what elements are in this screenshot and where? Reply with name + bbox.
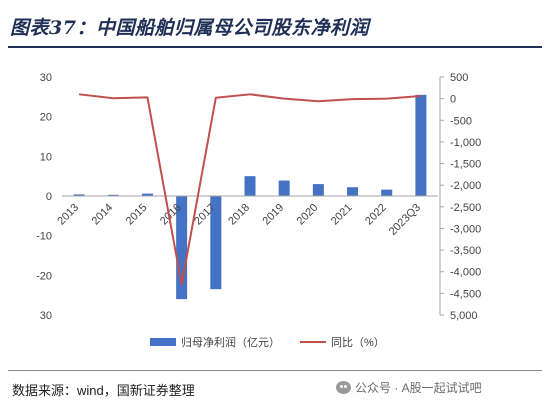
left-tick-label: -20 — [36, 270, 52, 282]
yoy-line — [78, 93, 421, 286]
chart-title: 图表37：中国船舶归属母公司股东净利润 — [10, 17, 369, 39]
title-bar: 图表37：中国船舶归属母公司股东净利润 — [0, 0, 550, 44]
title-divider — [8, 46, 542, 48]
right-tick-label: -2,000 — [450, 180, 481, 192]
bar-2021 — [347, 187, 359, 196]
bar-2018 — [244, 176, 256, 196]
bar-2016 — [176, 196, 188, 300]
left-tick-label: 0 — [46, 191, 52, 203]
bar-2023Q3 — [415, 94, 427, 196]
right-tick-label: -3,500 — [450, 245, 481, 257]
line-series — [78, 93, 421, 286]
source-note: 数据来源：wind，国新证券整理 — [12, 383, 195, 398]
watermark: 公众号 · A股一起试试吧 — [336, 379, 482, 396]
legend-swatch-bar — [150, 338, 176, 346]
x-tick-label: 2015 — [124, 202, 150, 228]
bar-2020 — [312, 184, 324, 196]
x-axis-labels: 2013 2014 2015 2016 2017 2018 2019 2020 2021 2022… — [55, 202, 423, 238]
bar-series — [73, 94, 427, 300]
x-tick-label: 2019 — [261, 202, 287, 228]
x-tick-label: 2014 — [90, 202, 116, 228]
right-axis: 500 0 -500 -1,000 -1,500 -2,000 -2,500 -3,000 -3… — [439, 72, 481, 322]
bar-2019 — [278, 180, 290, 196]
bar-2014 — [107, 194, 119, 196]
right-tick-label: -1,500 — [450, 159, 481, 171]
right-tick-label: 500 — [450, 72, 468, 84]
legend: 归母净利润（亿元） 同比（%） — [150, 335, 385, 349]
bar-2017 — [210, 196, 222, 290]
watermark-text: 公众号 · A股一起试试吧 — [355, 381, 482, 395]
bar-2022 — [381, 189, 393, 196]
right-tick-label: 5,000 — [450, 310, 478, 322]
left-axis: 30 20 10 0 -10 -20 30 — [36, 72, 52, 322]
footer-divider — [8, 370, 542, 371]
right-tick-label: -4,500 — [450, 288, 481, 300]
x-tick-label: 2020 — [295, 202, 321, 228]
right-tick-label: -500 — [450, 115, 472, 127]
bar-2013 — [73, 194, 85, 196]
left-tick-label: -10 — [36, 231, 52, 243]
chart: 30 20 10 0 -10 -20 30 500 0 -500 -1,000 -1,500 -2,0… — [36, 72, 481, 349]
legend-label-line: 同比（%） — [331, 336, 385, 349]
wechat-icon — [336, 381, 351, 394]
left-tick-label: 30 — [40, 310, 52, 322]
x-tick-label: 2023Q3 — [387, 202, 423, 238]
left-tick-label: 30 — [40, 72, 52, 84]
right-tick-label: -2,500 — [450, 202, 481, 214]
left-tick-label: 10 — [40, 151, 52, 163]
right-tick-label: 0 — [450, 94, 456, 106]
x-tick-label: 2018 — [226, 202, 252, 228]
legend-label-bar: 归母净利润（亿元） — [181, 335, 280, 349]
right-tick-label: -4,000 — [450, 267, 481, 279]
right-tick-label: -3,000 — [450, 223, 481, 235]
x-tick-label: 2021 — [329, 202, 355, 228]
bar-2015 — [141, 193, 153, 196]
right-tick-label: -1,000 — [450, 137, 481, 149]
x-tick-label: 2022 — [363, 202, 389, 228]
left-tick-label: 20 — [40, 112, 52, 124]
x-tick-label: 2013 — [55, 202, 81, 228]
